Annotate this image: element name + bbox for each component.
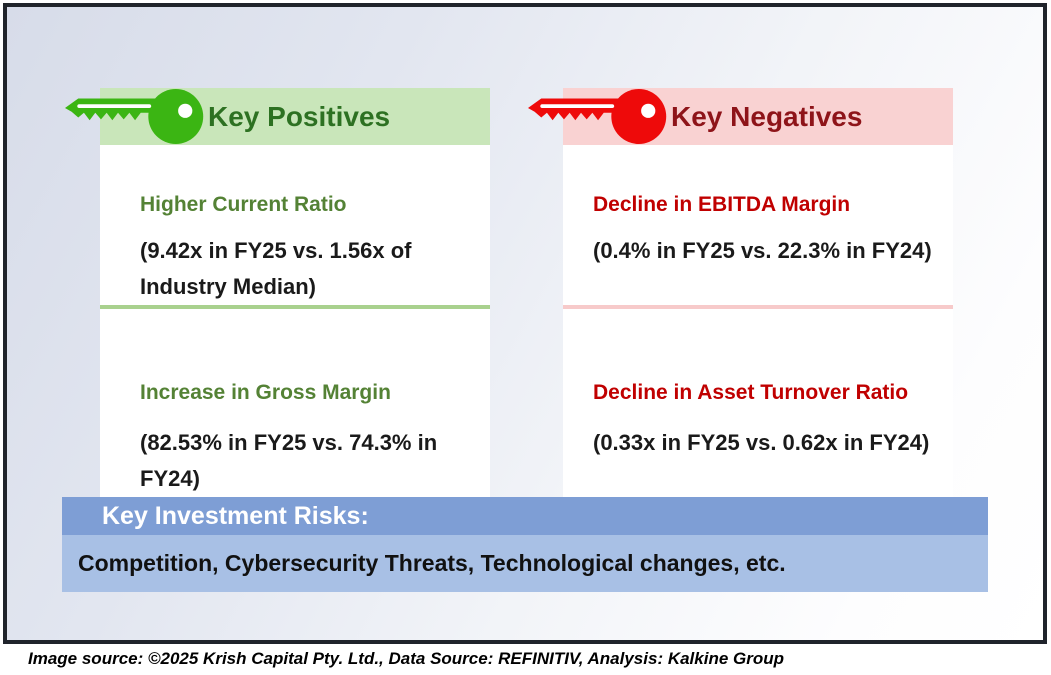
red-key-icon	[528, 89, 667, 144]
risks-header-label: Key Investment Risks:	[102, 501, 369, 530]
positive-item-detail: (9.42x in FY25 vs. 1.56x of Industry Med…	[140, 238, 412, 299]
negatives-divider	[563, 305, 953, 309]
green-key-icon	[65, 89, 204, 144]
positive-item-detail: (82.53% in FY25 vs. 74.3% in FY24)	[140, 430, 438, 491]
positives-title: Key Positives	[208, 100, 391, 132]
negative-item-title: Decline in Asset Turnover Ratio	[593, 381, 909, 404]
risks-header-band: Key Investment Risks:	[62, 497, 988, 535]
negative-item-detail: (0.4% in FY25 vs. 22.3% in FY24)	[593, 238, 932, 263]
positives-divider	[100, 305, 490, 309]
negatives-header-band: Key Negatives	[528, 88, 953, 145]
risks-body-band: Competition, Cybersecurity Threats, Tech…	[62, 535, 988, 592]
negative-item-title: Decline in EBITDA Margin	[593, 193, 851, 216]
positive-item-title: Increase in Gross Margin	[140, 381, 391, 404]
risks-body-text: Competition, Cybersecurity Threats, Tech…	[78, 550, 786, 576]
positives-header-band: Key Positives	[65, 88, 490, 145]
positive-item-title: Higher Current Ratio	[140, 193, 347, 216]
negative-item-detail: (0.33x in FY25 vs. 0.62x in FY24)	[593, 430, 930, 455]
negatives-title: Key Negatives	[671, 100, 863, 132]
image-source-caption: Image source: ©2025 Krish Capital Pty. L…	[28, 649, 785, 668]
positives-card: Higher Current Ratio (9.42x in FY25 vs. …	[100, 145, 490, 500]
negatives-card: Decline in EBITDA Margin (0.4% in FY25 v…	[563, 145, 953, 500]
